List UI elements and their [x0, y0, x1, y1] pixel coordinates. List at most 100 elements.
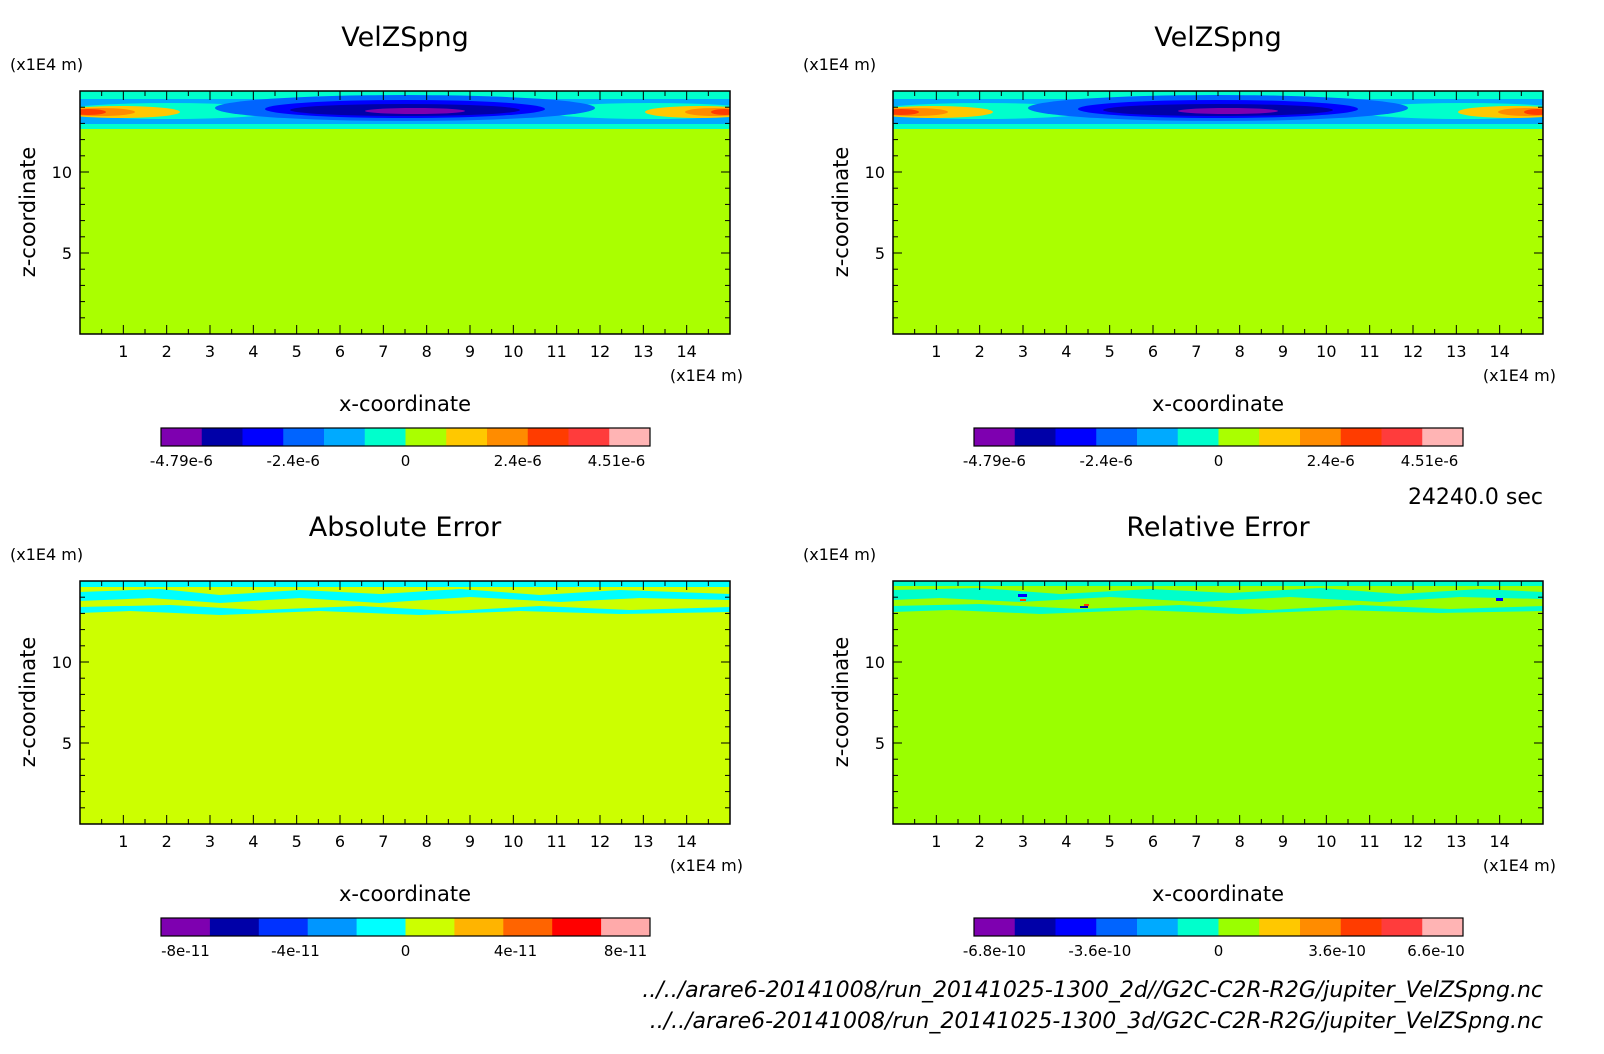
- panel-absolute-error: Absolute Error (x1E4 m) 1 2 3 4 5 6 7 8 9 10 11 12 1…: [10, 512, 743, 960]
- colorbar-swatch: [1055, 428, 1097, 446]
- colorbar-swatch: [552, 918, 602, 936]
- plot-area: [80, 581, 730, 824]
- timestamp-label: 24240.0 sec: [1408, 485, 1543, 510]
- x-tick-label: 9: [465, 832, 475, 851]
- x-tick-label: 5: [292, 832, 302, 851]
- x-tick-label: 5: [292, 342, 302, 361]
- colorbar-swatch: [568, 428, 610, 446]
- colorbar-swatch: [503, 918, 553, 936]
- panel-title: Absolute Error: [309, 512, 502, 543]
- colorbar-swatch: [201, 428, 243, 446]
- y-unit-label: (x1E4 m): [803, 545, 876, 564]
- field-band: [893, 124, 1543, 129]
- colorbar-swatch: [405, 918, 455, 936]
- y-tick-label: 5: [62, 244, 72, 263]
- x-tick-label: 13: [1446, 832, 1466, 851]
- colorbar-label: -2.4e-6: [266, 452, 319, 470]
- colorbar-swatch: [1300, 428, 1342, 446]
- y-axis-label: z-coordinate: [16, 147, 40, 278]
- colorbar-swatch: [209, 918, 260, 936]
- x-tick-label: 13: [633, 342, 653, 361]
- colorbar-swatch: [1177, 428, 1219, 446]
- x-tick-label: 10: [1316, 342, 1336, 361]
- field-contour-red: [80, 109, 106, 115]
- x-tick-label: 14: [676, 342, 696, 361]
- colorbar-swatch: [1096, 918, 1138, 936]
- x-tick-label: 10: [1316, 832, 1336, 851]
- x-tick-label: 2: [975, 342, 985, 361]
- y-axis-label: z-coordinate: [829, 147, 853, 278]
- colorbar-label: 4.51e-6: [1401, 452, 1459, 470]
- x-tick-label: 2: [975, 832, 985, 851]
- x-tick-label: 3: [205, 342, 215, 361]
- field-spot-blue: [1080, 606, 1088, 608]
- colorbar-swatch: [307, 918, 358, 936]
- x-tick-label: 14: [1489, 342, 1509, 361]
- field-layers: [893, 91, 1543, 129]
- field-band: [80, 124, 730, 129]
- colorbar-swatch: [1422, 428, 1464, 446]
- x-tick-label: 10: [503, 832, 523, 851]
- colorbar-label: -2.4e-6: [1079, 452, 1132, 470]
- y-tick-label: 10: [52, 163, 72, 182]
- colorbar-swatch: [454, 918, 504, 936]
- x-tick-label: 1: [118, 832, 128, 851]
- colorbar-swatch: [1422, 918, 1464, 936]
- colorbar-swatch: [1340, 428, 1382, 446]
- y-tick-label: 5: [875, 734, 885, 753]
- field-streak: [120, 582, 730, 587]
- x-tick-label: 2: [162, 832, 172, 851]
- x-tick-label: 11: [546, 342, 566, 361]
- x-tick-label: 14: [1489, 832, 1509, 851]
- colorbar-frame: [973, 427, 1464, 447]
- panel-velzspng-2d: VelZSpng (x1E4 m) 1 2 3 4 5 6 7 8 9 10 11 12 13 14510…: [10, 22, 743, 470]
- colorbar-label: -6.8e-10: [963, 942, 1026, 960]
- field-contour-purple: [365, 108, 465, 114]
- colorbar-label: 3.6e-10: [1308, 942, 1366, 960]
- plot-area: [80, 91, 730, 334]
- colorbar: -8e-11 -4e-11 0 4e-11 8e-11: [160, 917, 651, 960]
- colorbar-swatch: [1340, 918, 1382, 936]
- x-tick-label: 12: [1403, 342, 1423, 361]
- x-axis-label: x-coordinate: [1152, 392, 1284, 416]
- panel-velzspng-3d: VelZSpng (x1E4 m) 1 2 3 4 5 6 7 8 9 10 11 12 13 14510…: [803, 22, 1556, 470]
- x-tick-label: 1: [118, 342, 128, 361]
- colorbar-label: -8e-11: [161, 942, 210, 960]
- file-path-3d: ../../arare6-20141008/run_20141025-1300_…: [650, 1009, 1543, 1034]
- x-unit-label: (x1E4 m): [1483, 856, 1556, 875]
- y-tick-label: 5: [62, 734, 72, 753]
- x-tick-label: 3: [1018, 342, 1028, 361]
- colorbar-swatch: [1381, 918, 1423, 936]
- colorbar-swatch: [1137, 428, 1179, 446]
- y-tick-label: 10: [865, 163, 885, 182]
- field-contour-red: [711, 109, 730, 115]
- x-tick-label: 3: [1018, 832, 1028, 851]
- y-axis-label: z-coordinate: [16, 637, 40, 768]
- x-tick-label: 13: [633, 832, 653, 851]
- colorbar-swatch: [258, 918, 309, 936]
- colorbar-label: -4.79e-6: [150, 452, 213, 470]
- colorbar-label: 0: [401, 452, 411, 470]
- x-axis-label: x-coordinate: [339, 882, 471, 906]
- x-tick-label: 5: [1105, 832, 1115, 851]
- field-layers: [80, 91, 730, 129]
- colorbar-frame: [973, 917, 1464, 937]
- field-spot-red: [1084, 604, 1089, 606]
- x-axis-label: x-coordinate: [339, 392, 471, 416]
- x-tick-label: 8: [422, 832, 432, 851]
- colorbar-label: -4e-11: [271, 942, 320, 960]
- colorbar-swatch: [1014, 428, 1056, 446]
- field-contour-red: [893, 109, 919, 115]
- x-tick-label: 6: [335, 832, 345, 851]
- x-tick-label: 7: [1191, 342, 1201, 361]
- colorbar-label: 4e-11: [494, 942, 537, 960]
- colorbar-label: 2.4e-6: [1307, 452, 1355, 470]
- colorbar-swatch: [1218, 918, 1260, 936]
- colorbar-swatch: [527, 428, 569, 446]
- colorbar-label: 6.6e-10: [1407, 942, 1465, 960]
- x-tick-label: 10: [503, 342, 523, 361]
- plot-area: [893, 581, 1543, 824]
- x-tick-label: 11: [546, 832, 566, 851]
- x-tick-label: 1: [931, 832, 941, 851]
